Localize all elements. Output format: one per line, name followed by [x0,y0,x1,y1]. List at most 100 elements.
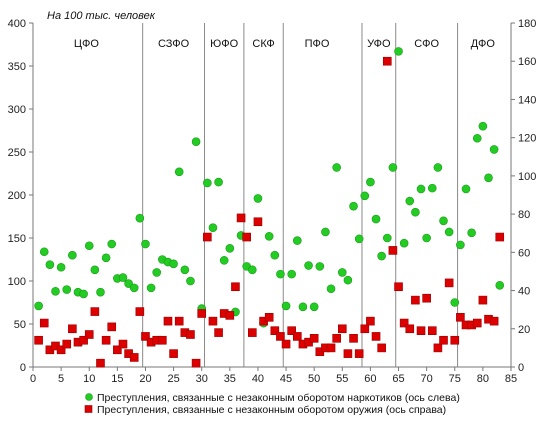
weapon-crime-point [416,326,426,335]
drug-crime-point [276,269,285,279]
drug-crime-point [219,256,229,265]
drug-crime-point [388,163,398,172]
x-tick-label: 0 [30,373,36,385]
weapon-crime-point [68,324,77,334]
y-left-tick-label: 200 [8,190,26,202]
weapon-crime-point [191,358,201,368]
drug-crime-point [360,191,370,201]
weapon-crime-point [270,326,280,335]
drug-crime-point [472,133,482,143]
drug-crime-point [118,273,128,282]
weapon-crime-point [214,328,223,337]
weapon-crime-point [405,324,415,334]
y-left-tick-label: 250 [8,147,26,159]
drug-crime-point [34,301,43,311]
weapon-crime-point [422,293,431,303]
weapon-crime-point [231,282,240,292]
region-label: ДФО [471,38,496,50]
weapon-crime-point [489,316,499,326]
drug-crime-point [433,163,443,172]
drug-crime-point [287,269,296,279]
region-label: ЮФО [210,38,238,50]
drug-crime-point [253,194,263,203]
legend-label-weapons: Преступления, связанные с незаконным обо… [97,404,446,416]
weapon-crime-point [326,343,336,353]
drug-crime-point [489,145,499,154]
drug-crime-point [152,268,162,277]
y-right-tick-label: 100 [518,171,536,183]
x-tick-label: 45 [280,373,292,385]
drug-crime-point [107,239,117,249]
drug-crime-point [315,262,325,271]
weapon-crime-point [101,335,111,345]
weapon-crime-point [433,343,443,353]
weapon-crime-point [399,318,409,328]
weapon-crime-point [495,232,505,242]
weapon-crime-point [141,332,150,341]
weapon-crime-point [248,328,257,337]
weapon-crime-point [264,313,274,322]
drug-crime-point [293,236,302,245]
drug-crime-point [456,240,465,250]
weapon-crime-point [56,345,66,355]
weapon-crime-point [450,335,460,345]
weapon-crime-point [456,313,465,322]
y-right-tick-label: 180 [518,18,536,30]
weapon-crime-point [225,311,235,320]
y-right-tick-label: 120 [518,133,536,145]
weapon-crime-point [242,232,251,242]
drug-crime-point [270,250,280,260]
drug-crime-point [337,268,347,277]
weapon-crime-point [382,56,392,66]
legend-marker-weapons [84,405,93,413]
drug-crime-point [56,262,66,272]
weapon-crime-point [354,349,364,358]
weapon-crime-point [377,343,386,353]
drug-crime-point [208,223,218,232]
weapon-crime-point [444,278,454,288]
weapon-crime-point [62,339,72,349]
x-tick-label: 55 [336,373,348,385]
region-label: ЦФО [74,38,100,50]
x-tick-label: 40 [252,373,264,385]
weapon-crime-point [332,334,341,343]
drug-crime-point [304,261,313,270]
y-right-tick-label: 80 [518,209,530,221]
weapon-crime-point [208,316,218,326]
drug-crime-point [461,184,471,194]
region-label: ПФО [305,38,330,50]
weapon-crime-point [276,332,285,341]
drug-crime-point [405,196,415,206]
y-right-tick-label: 60 [518,247,530,259]
drug-crime-point [45,260,55,269]
drug-crime-point [90,265,100,275]
drug-crime-point [84,241,94,251]
unit-label: На 100 тыс. человек [47,10,156,22]
x-tick-label: 80 [477,373,489,385]
weapon-crime-point [309,334,319,343]
weapon-crime-point [360,324,370,334]
weapon-crime-point [118,339,128,349]
y-left-tick-label: 150 [8,233,26,245]
weapon-crime-point [253,217,263,227]
x-tick-label: 35 [224,373,236,385]
y-left-tick-label: 0 [20,362,26,374]
drug-crime-point [180,265,190,275]
weapon-crime-point [169,349,178,358]
drug-crime-point [101,253,111,263]
x-tick-label: 85 [505,373,517,385]
weapon-crime-point [366,316,375,326]
weapon-crime-point [349,334,358,343]
drug-crime-point [411,207,420,217]
axes: 0 5 10 15 20 25 30 35 40 45 50 55 60 65 70 75 80 85050100… [8,18,537,385]
x-tick-label: 70 [421,373,433,385]
drug-crime-point [191,137,201,146]
x-tick-label: 25 [167,373,179,385]
weapon-crime-point [203,232,212,242]
drug-crime-point [51,287,60,296]
drug-crime-point [62,285,72,294]
x-tick-label: 65 [392,373,404,385]
y-right-tick-label: 0 [518,362,524,374]
x-tick-label: 60 [364,373,376,385]
